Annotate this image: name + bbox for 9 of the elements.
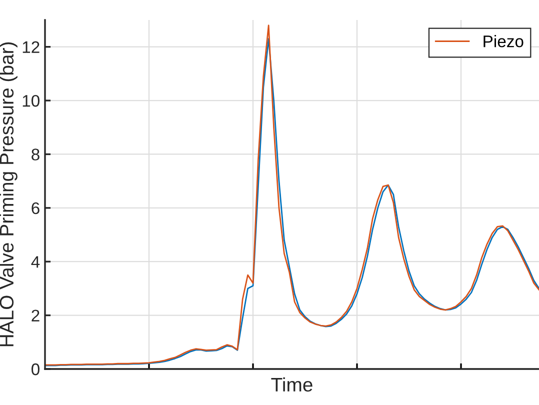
x-axis-title: Time — [271, 377, 312, 392]
legend-label: Piezo — [484, 35, 524, 48]
y-tick-label: 10 — [22, 94, 40, 107]
y-tick-label: 12 — [22, 41, 40, 53]
y-tick-label: 8 — [32, 148, 40, 160]
y-tick-label: 2 — [32, 310, 40, 322]
y-tick-label: 6 — [32, 202, 40, 214]
y-tick-label: 4 — [31, 256, 40, 268]
y-tick-label: 0 — [32, 363, 40, 376]
